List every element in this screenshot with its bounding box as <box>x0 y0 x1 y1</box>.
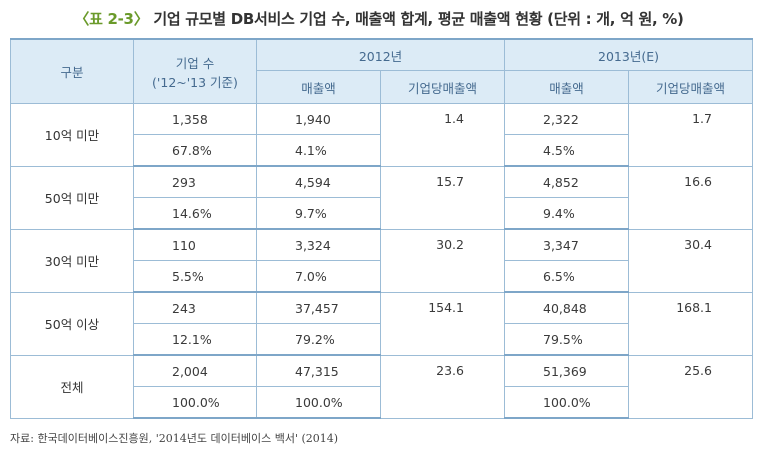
table-title-text: 기업 규모별 DB서비스 기업 수, 매출액 합계, 평균 매출액 현황 (단위… <box>153 10 684 28</box>
header-avg-sales-2013: 기업당매출액 <box>628 70 753 104</box>
sales-2012: 4,594 <box>256 165 381 198</box>
company-count: 1,358 <box>133 103 257 135</box>
sales-2013-pct: 6.5% <box>504 260 629 293</box>
avg-sales-2013: 25.6 <box>628 354 753 419</box>
header-company-count-line2: ('12~'13 기준) <box>152 74 238 90</box>
header-sales-2013: 매출액 <box>504 70 629 104</box>
sales-2013-pct: 9.4% <box>504 197 629 230</box>
header-company-count-line1: 기업 수 <box>175 55 215 71</box>
company-count: 243 <box>133 291 257 324</box>
row-group-label: 30억 미만 <box>10 228 134 293</box>
company-count: 2,004 <box>133 354 257 387</box>
header-company-count: 기업 수 ('12~'13 기준) <box>133 38 257 104</box>
row-group-label: 50억 미만 <box>10 165 134 230</box>
sales-2012: 37,457 <box>256 291 381 324</box>
sales-2013-pct: 4.5% <box>504 134 629 167</box>
row-group-label: 50억 이상 <box>10 291 134 356</box>
sales-2013: 3,347 <box>504 228 629 261</box>
sales-2013: 2,322 <box>504 103 629 135</box>
avg-sales-2012: 23.6 <box>380 354 505 419</box>
data-table: 구분 기업 수 ('12~'13 기준) 2012년 2013년(E) 매출액 … <box>10 38 753 419</box>
row-group-label-total: 전체 <box>10 354 134 419</box>
company-count-pct: 14.6% <box>133 197 257 230</box>
header-avg-sales-2012: 기업당매출액 <box>380 70 505 104</box>
avg-sales-2013: 16.6 <box>628 165 753 230</box>
avg-sales-2013: 168.1 <box>628 291 753 356</box>
sales-2012-pct: 9.7% <box>256 197 381 230</box>
sales-2012-pct: 7.0% <box>256 260 381 293</box>
sales-2012-pct: 4.1% <box>256 134 381 167</box>
header-sales-2012: 매출액 <box>256 70 381 104</box>
sales-2012: 3,324 <box>256 228 381 261</box>
sales-2012: 47,315 <box>256 354 381 387</box>
sales-2013-pct: 100.0% <box>504 386 629 419</box>
company-count-pct: 100.0% <box>133 386 257 419</box>
sales-2012: 1,940 <box>256 103 381 135</box>
sales-2013: 51,369 <box>504 354 629 387</box>
header-year-2012: 2012년 <box>256 38 505 71</box>
company-count-pct: 5.5% <box>133 260 257 293</box>
company-count: 293 <box>133 165 257 198</box>
company-count: 110 <box>133 228 257 261</box>
avg-sales-2013: 1.7 <box>628 103 753 167</box>
company-count-pct: 12.1% <box>133 323 257 356</box>
avg-sales-2013: 30.4 <box>628 228 753 293</box>
sales-2012-pct: 100.0% <box>256 386 381 419</box>
avg-sales-2012: 30.2 <box>380 228 505 293</box>
row-group-label: 10억 미만 <box>10 103 134 167</box>
company-count-pct: 67.8% <box>133 134 257 167</box>
sales-2013: 4,852 <box>504 165 629 198</box>
header-gubun: 구분 <box>10 38 134 104</box>
avg-sales-2012: 1.4 <box>380 103 505 167</box>
table-number: 〈표 2-3〉 <box>74 10 149 28</box>
sales-2012-pct: 79.2% <box>256 323 381 356</box>
avg-sales-2012: 154.1 <box>380 291 505 356</box>
source-note: 자료: 한국데이터베이스진흥원, '2014년도 데이터베이스 백서' (201… <box>10 432 339 445</box>
table-title: 〈표 2-3〉 기업 규모별 DB서비스 기업 수, 매출액 합계, 평균 매출… <box>0 8 758 29</box>
sales-2013-pct: 79.5% <box>504 323 629 356</box>
sales-2013: 40,848 <box>504 291 629 324</box>
header-year-2013: 2013년(E) <box>504 38 753 71</box>
avg-sales-2012: 15.7 <box>380 165 505 230</box>
